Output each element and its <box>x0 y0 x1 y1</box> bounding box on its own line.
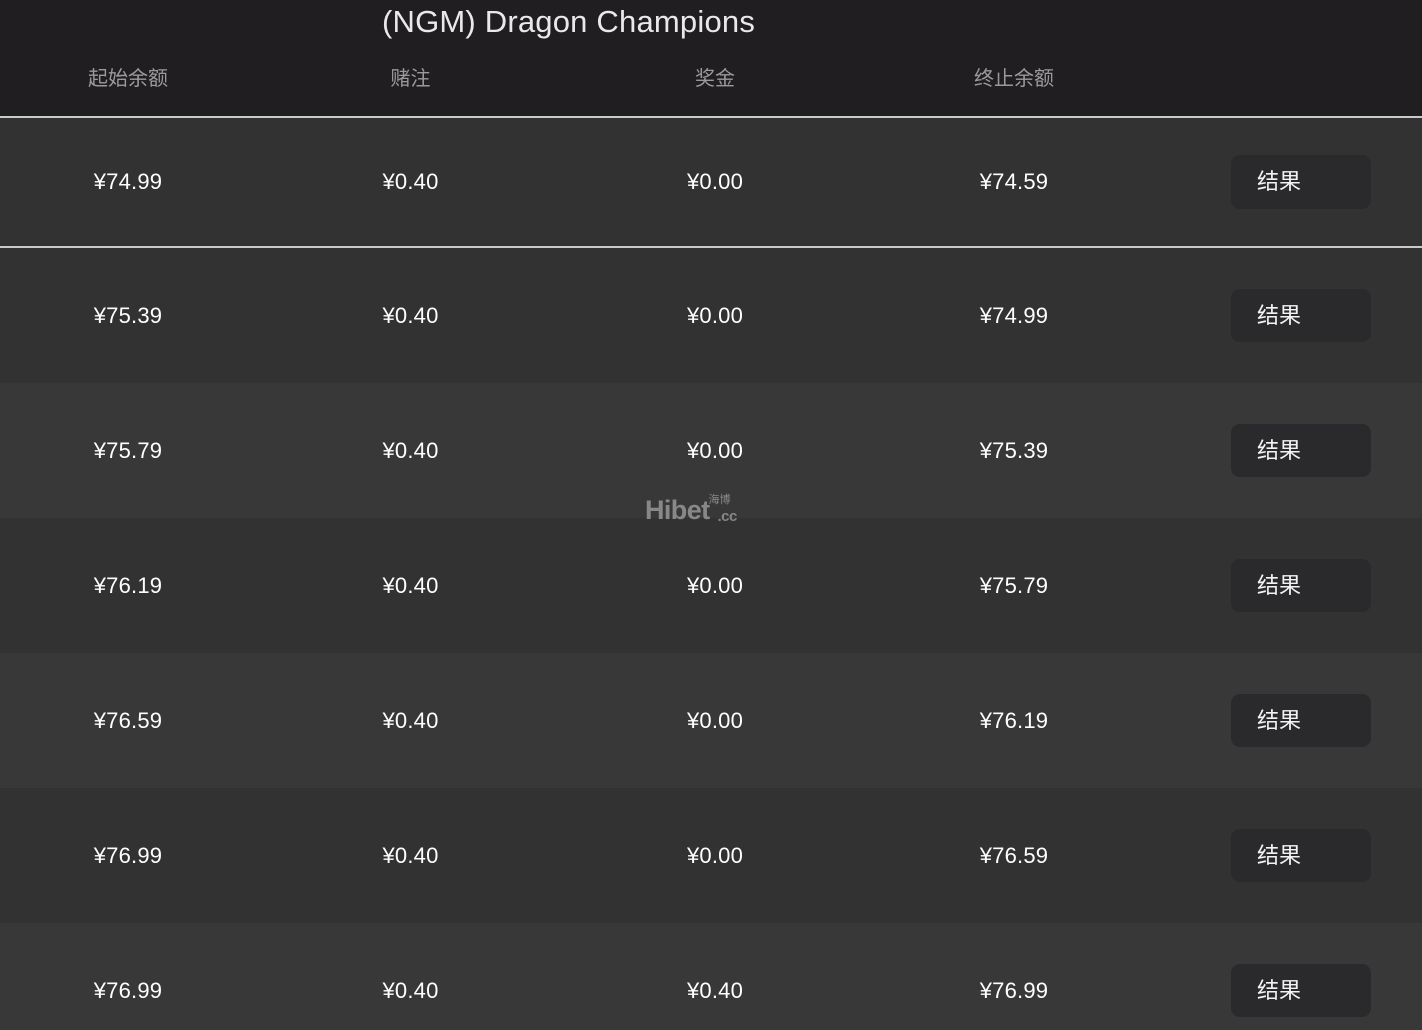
cell-winnings: ¥0.00 <box>686 572 744 598</box>
result-button[interactable]: 结果 <box>1231 963 1371 1018</box>
cell-winnings: ¥0.00 <box>686 707 744 733</box>
column-header-winnings: 奖金 <box>695 68 735 90</box>
cell-winnings: ¥0.40 <box>686 977 744 1003</box>
cell-action: 结果 <box>1163 155 1422 209</box>
cell-winnings: ¥0.00 <box>686 437 744 463</box>
cell-winnings: ¥0.00 <box>686 302 744 328</box>
column-header-row: 起始余额 赌注 奖金 终止余额 <box>0 62 1422 91</box>
cell-action: 结果 <box>1163 963 1422 1018</box>
cell-action: 结果 <box>1163 693 1422 748</box>
column-header-bet: 赌注 <box>390 68 431 90</box>
cell-start-balance: ¥75.79 <box>93 437 163 463</box>
table-body: ¥74.99 ¥0.40 ¥0.00 ¥74.59 结果 ¥75.39 ¥0.4… <box>0 118 1422 1030</box>
table-row[interactable]: ¥76.59 ¥0.40 ¥0.00 ¥76.19 结果 <box>0 653 1422 788</box>
page-title: (NGM) Dragon Champions <box>381 4 756 39</box>
result-button[interactable]: 结果 <box>1231 155 1371 209</box>
cell-start-balance: ¥76.19 <box>93 572 163 598</box>
cell-action: 结果 <box>1163 288 1422 343</box>
result-button[interactable]: 结果 <box>1231 423 1371 478</box>
table-row[interactable]: ¥75.39 ¥0.40 ¥0.00 ¥74.99 结果 <box>0 248 1422 383</box>
result-button[interactable]: 结果 <box>1231 693 1371 748</box>
cell-end-balance: ¥76.99 <box>979 977 1049 1003</box>
column-header-action <box>1163 62 1422 91</box>
table-row[interactable]: ¥76.99 ¥0.40 ¥0.40 ¥76.99 结果 <box>0 923 1422 1030</box>
result-button[interactable]: 结果 <box>1231 288 1371 343</box>
cell-bet: ¥0.40 <box>382 977 439 1003</box>
table-row[interactable]: ¥75.79 ¥0.40 ¥0.00 ¥75.39 结果 <box>0 383 1422 518</box>
table-row[interactable]: ¥76.19 ¥0.40 ¥0.00 ¥75.79 结果 <box>0 518 1422 653</box>
table-row[interactable]: ¥76.99 ¥0.40 ¥0.00 ¥76.59 结果 <box>0 788 1422 923</box>
cell-bet: ¥0.40 <box>382 707 439 733</box>
cell-bet: ¥0.40 <box>382 437 439 463</box>
cell-winnings: ¥0.00 <box>686 842 744 868</box>
table-header: (NGM) Dragon Champions 起始余额 赌注 奖金 终止余额 <box>0 0 1422 118</box>
cell-end-balance: ¥74.59 <box>979 169 1049 194</box>
table-row[interactable]: ¥74.99 ¥0.40 ¥0.00 ¥74.59 结果 <box>0 118 1422 248</box>
cell-end-balance: ¥76.59 <box>979 842 1049 868</box>
cell-start-balance: ¥74.99 <box>93 169 163 194</box>
cell-end-balance: ¥75.79 <box>979 572 1049 598</box>
cell-start-balance: ¥75.39 <box>93 302 163 328</box>
cell-bet: ¥0.40 <box>382 169 439 194</box>
cell-end-balance: ¥75.39 <box>979 437 1049 463</box>
cell-end-balance: ¥76.19 <box>979 707 1049 733</box>
cell-action: 结果 <box>1163 558 1422 613</box>
cell-start-balance: ¥76.99 <box>93 842 163 868</box>
cell-end-balance: ¥74.99 <box>979 302 1049 328</box>
column-header-end-balance: 终止余额 <box>974 68 1054 90</box>
cell-start-balance: ¥76.99 <box>93 977 163 1003</box>
column-header-start-balance: 起始余额 <box>88 68 168 90</box>
cell-action: 结果 <box>1163 423 1422 478</box>
cell-action: 结果 <box>1163 828 1422 883</box>
result-button[interactable]: 结果 <box>1231 828 1371 883</box>
cell-bet: ¥0.40 <box>382 302 439 328</box>
cell-start-balance: ¥76.59 <box>93 707 163 733</box>
result-button[interactable]: 结果 <box>1231 558 1371 613</box>
cell-bet: ¥0.40 <box>382 572 439 598</box>
cell-winnings: ¥0.00 <box>686 169 744 194</box>
cell-bet: ¥0.40 <box>382 842 439 868</box>
